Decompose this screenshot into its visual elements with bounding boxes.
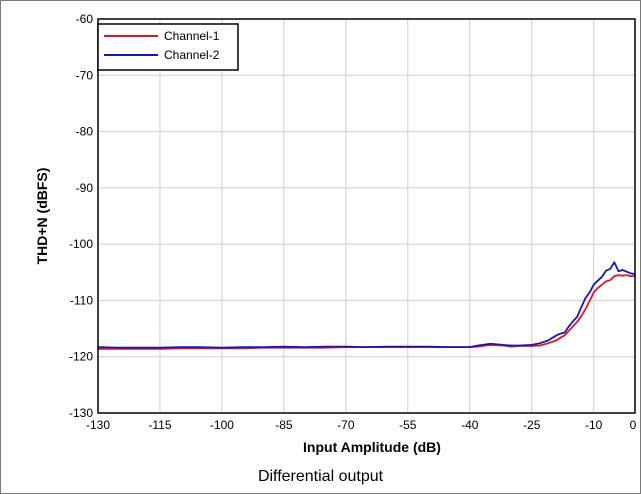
legend-label-channel-2: Channel-2 [164, 48, 220, 62]
x-tick-labels: -130 -115 -100 -85 -70 -55 -40 -25 -10 0 [86, 418, 637, 432]
series-lines [98, 262, 635, 349]
x-tick-label: -115 [148, 418, 171, 432]
series-line-channel-1 [98, 275, 635, 349]
y-tick-label: -100 [69, 237, 93, 251]
y-tick-label: -60 [76, 12, 94, 26]
y-tick-label: -130 [69, 406, 93, 420]
x-tick-label: -40 [461, 418, 479, 432]
x-tick-label: -55 [399, 418, 417, 432]
y-tick-label: -110 [70, 293, 93, 307]
thd-n-chart: -130 -115 -100 -85 -70 -55 -40 -25 -10 0 -60-70-8… [0, 0, 641, 470]
plot-border [98, 19, 635, 413]
x-tick-label: -85 [275, 418, 293, 432]
y-tick-labels: -60 -70 -80 -90 -100 -110 -120 -130 [69, 12, 93, 420]
x-tick-label: -70 [337, 418, 355, 432]
grid [98, 19, 635, 413]
legend: Channel-1 Channel-2 [98, 24, 238, 70]
series-line-channel-2 [98, 262, 635, 348]
x-tick-label: -130 [86, 418, 110, 432]
y-tick-label: -120 [69, 350, 93, 364]
x-tick-label: 0 [630, 418, 637, 432]
x-axis-title: Input Amplitude (dB) [303, 439, 441, 455]
x-tick-label: -100 [210, 418, 234, 432]
chart-caption: Differential output [0, 468, 641, 486]
y-tick-label: -80 [76, 125, 94, 139]
legend-label-channel-1: Channel-1 [164, 29, 220, 43]
y-tick-label: -90 [76, 181, 94, 195]
y-tick-label: -70 [76, 68, 94, 82]
y-axis-title: THD+N (dBFS) [34, 168, 50, 265]
x-tick-label: -25 [523, 418, 541, 432]
x-tick-label: -10 [585, 418, 603, 432]
